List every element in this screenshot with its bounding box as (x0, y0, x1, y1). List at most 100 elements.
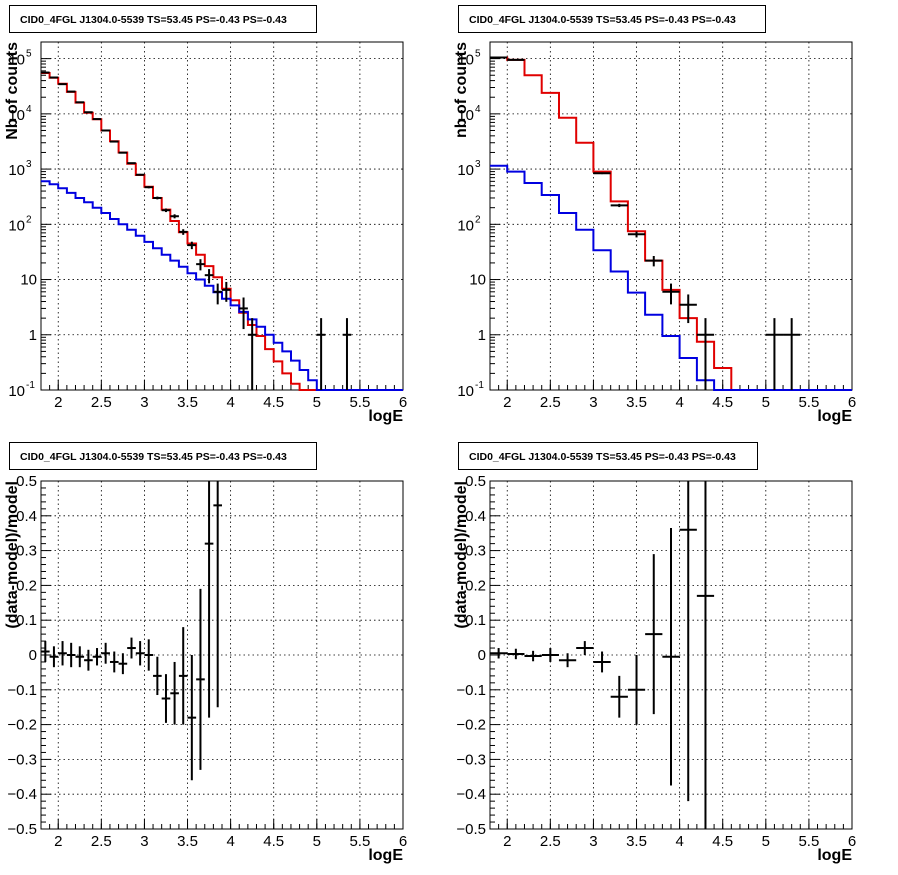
y-tick-label: 0.5 (16, 473, 37, 490)
x-tick-label: 3 (589, 394, 597, 411)
data-point (187, 241, 197, 250)
data-point (247, 318, 257, 390)
y-axis-label: (data-model)/model (4, 481, 21, 629)
y-tick-label: 0.4 (16, 508, 37, 525)
data-point (178, 229, 188, 235)
chart-title: CID0_4FGL J1304.0-5539 TS=53.45 PS=-0.43… (9, 442, 317, 470)
residual-point (507, 648, 525, 660)
x-tick-label: 2 (54, 833, 62, 850)
pad-bottom-right: 2 2.5 3 3.5 4 4.5 5 5.5 6 −0.5 −0.4 −0.3 −0.2 −0.1 0 0.… (449, 437, 898, 874)
x-tick-label: 4.5 (263, 394, 284, 411)
x-tick-label: 2 (54, 394, 62, 411)
residual-point (662, 527, 680, 786)
residual-point (558, 653, 577, 668)
pad-bottom-left: 2 2.5 3 3.5 4 4.5 5 5.5 6 −0.5 −0.4 −0.3 −0.2 −0.1 0 0.… (0, 437, 449, 874)
x-tick-label: 4 (226, 394, 234, 411)
y-tick-label: −0.5 (7, 821, 37, 838)
x-tick-label: 3.5 (177, 833, 198, 850)
plot-frame (489, 41, 853, 391)
residual-point (490, 648, 508, 659)
data-point (316, 318, 326, 390)
x-tick-label: 6 (848, 833, 856, 850)
data-point (627, 231, 646, 238)
residual-point (170, 661, 179, 725)
data-point (610, 203, 628, 208)
residual-chart-1: 2 2.5 3 3.5 4 4.5 5 5.5 6 −0.5 −0.4 −0.3 −0.2 −0.1 0 0.… (453, 473, 856, 864)
y-tick-label: 10 (20, 272, 37, 289)
residual-point (144, 639, 154, 671)
x-tick-label: 4 (226, 833, 234, 850)
y-tick-label: 10 (8, 52, 25, 69)
data-point (222, 281, 231, 302)
data-point (696, 318, 715, 390)
y-tick-exponent: 2 (26, 214, 32, 225)
data-point (144, 186, 154, 189)
residual-point (161, 674, 171, 723)
residual-point (101, 642, 110, 664)
residual-point (541, 648, 559, 662)
y-tick-label: −0.2 (456, 717, 486, 734)
pad-top-left: 2 2.5 3 3.5 4 4.5 5 5.5 6 10 -1 1 10 10 2 10 3 10 4 10 5 logE… (0, 0, 449, 437)
source_model-histogram (41, 180, 403, 391)
residual-point (118, 653, 128, 675)
residual-point (49, 646, 59, 668)
y-tick-label: −0.5 (456, 821, 486, 838)
x-tick-label: 4 (675, 833, 683, 850)
y-tick-exponent: -1 (26, 380, 35, 391)
y-tick-label: −0.1 (456, 682, 486, 699)
chart-title: CID0_4FGL J1304.0-5539 TS=53.45 PS=-0.43… (458, 442, 758, 470)
data-point (101, 129, 110, 132)
x-tick-label: 5 (762, 833, 770, 850)
x-tick-label: 3.5 (177, 394, 198, 411)
x-tick-label: 2.5 (540, 833, 561, 850)
y-tick-exponent: 2 (475, 214, 481, 225)
y-tick-label: 0.1 (465, 612, 486, 629)
data-point (204, 269, 214, 284)
y-tick-label: −0.2 (7, 717, 37, 734)
residual-point (187, 655, 197, 781)
residual-chart-0: 2 2.5 3 3.5 4 4.5 5 5.5 6 −0.5 −0.4 −0.3 −0.2 −0.1 0 0.… (4, 473, 407, 864)
y-tick-label: 0 (29, 647, 37, 664)
y-tick-exponent: 3 (475, 159, 481, 170)
x-tick-label: 3.5 (626, 833, 647, 850)
x-tick-label: 6 (399, 394, 407, 411)
y-tick-exponent: 4 (26, 104, 32, 115)
residual-point (75, 646, 85, 668)
residual-point (627, 655, 646, 725)
x-tick-label: 5 (313, 833, 321, 850)
data-point (645, 255, 663, 267)
data-point (593, 172, 611, 175)
y-tick-label: 10 (8, 383, 25, 400)
y-axis-label: Nb of counts (4, 42, 21, 140)
x-tick-label: 5.5 (798, 833, 819, 850)
x-tick-label: 5 (762, 394, 770, 411)
residual-point (204, 481, 214, 718)
residual-point (524, 650, 542, 662)
residual-point (58, 641, 67, 666)
x-tick-label: 3 (140, 394, 148, 411)
y-axis-label: nb of counts (453, 42, 470, 138)
y-tick-label: 1 (478, 327, 486, 344)
residual-point (679, 481, 697, 802)
residual-point (92, 648, 102, 666)
y-tick-label: 10 (457, 107, 474, 124)
y-tick-label: 10 (469, 272, 486, 289)
data-point (118, 151, 128, 154)
x-tick-label: 5.5 (798, 394, 819, 411)
x-tick-label: 6 (399, 833, 407, 850)
data-point (342, 318, 352, 390)
x-axis-label: logE (817, 847, 852, 864)
y-tick-label: 1 (29, 327, 37, 344)
residual-point (66, 642, 76, 668)
data-point (170, 214, 179, 219)
total_model-histogram (41, 72, 403, 391)
y-tick-label: 10 (457, 52, 474, 69)
y-tick-exponent: 5 (26, 49, 32, 60)
plot-frame (40, 41, 404, 391)
y-tick-label: −0.4 (7, 786, 37, 803)
data-point (765, 318, 784, 390)
residual-point (213, 481, 222, 708)
y-tick-label: 0 (478, 647, 486, 664)
x-tick-label: 3.5 (626, 394, 647, 411)
